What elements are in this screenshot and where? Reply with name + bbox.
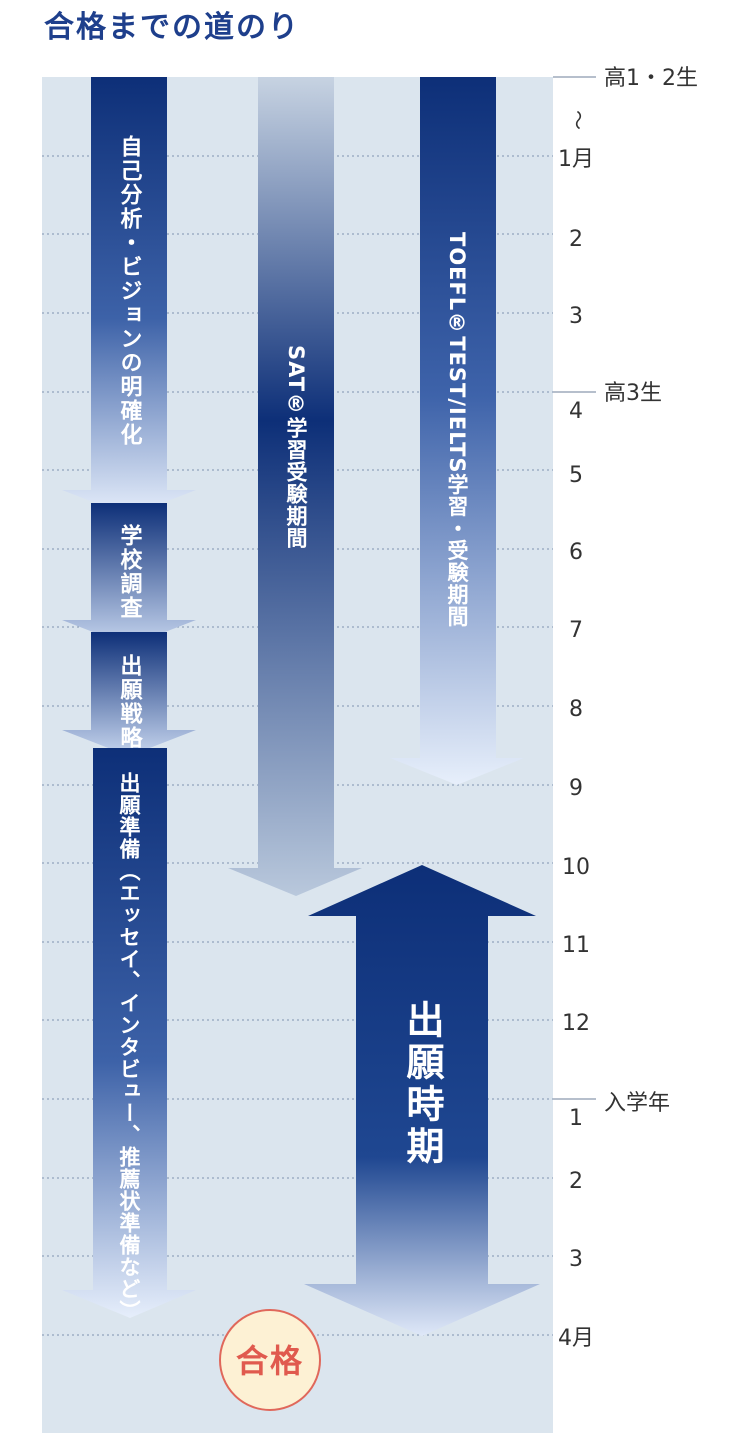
phase4-arrow xyxy=(62,748,196,1318)
month-label: 3 xyxy=(569,304,583,329)
phase2-arrow xyxy=(62,503,196,646)
month-label: 1 xyxy=(569,1106,583,1131)
month-label: 4 xyxy=(569,399,583,424)
month-label: 6 xyxy=(569,540,583,565)
month-labels: 1月 2 3 4 5 6 7 8 9 10 11 12 1 2 3 4月 xyxy=(558,147,594,1351)
sat-label: SAT®学習受験期間 xyxy=(284,345,308,550)
month-label: 1月 xyxy=(558,147,594,172)
page-title: 合格までの道のり xyxy=(44,10,300,45)
month-label: 8 xyxy=(569,697,583,722)
toefl-arrow xyxy=(390,77,524,785)
month-label: 10 xyxy=(562,855,590,880)
phase1-label: 自己分析・ビジョンの明確化 xyxy=(117,134,143,447)
month-label: 5 xyxy=(569,463,583,488)
month-label: 12 xyxy=(562,1011,590,1036)
phase1-arrow xyxy=(62,77,196,516)
phase2-label: 学校調査 xyxy=(117,523,143,620)
month-label: 9 xyxy=(569,776,583,801)
month-label: 2 xyxy=(569,1169,583,1194)
application-period-arrow xyxy=(304,865,540,1336)
month-label: 7 xyxy=(569,618,583,643)
grade-label-3: 入学年 xyxy=(604,1091,670,1116)
application-period-label: 出願時期 xyxy=(400,1000,444,1168)
month-label: 4月 xyxy=(558,1326,594,1351)
sat-arrow xyxy=(228,77,362,896)
goal-badge xyxy=(219,1309,321,1411)
goal-label: 合格 xyxy=(236,1342,304,1380)
phase3-label: 出願戦略 xyxy=(117,654,143,750)
range-tilde: ～ xyxy=(566,110,590,130)
grade-label-2: 高3生 xyxy=(604,381,662,406)
month-label: 3 xyxy=(569,1247,583,1272)
toefl-label: TOEFL®TEST/IELTS学習・受験期間 xyxy=(445,232,469,628)
grade-label-1: 高1・2生 xyxy=(604,66,698,91)
month-label: 2 xyxy=(569,227,583,252)
phase4-label: 出願準備（エッセイ、インタビュー、推薦状準備など） xyxy=(117,772,141,1322)
month-label: 11 xyxy=(562,933,590,958)
phase3-arrow xyxy=(62,632,196,756)
